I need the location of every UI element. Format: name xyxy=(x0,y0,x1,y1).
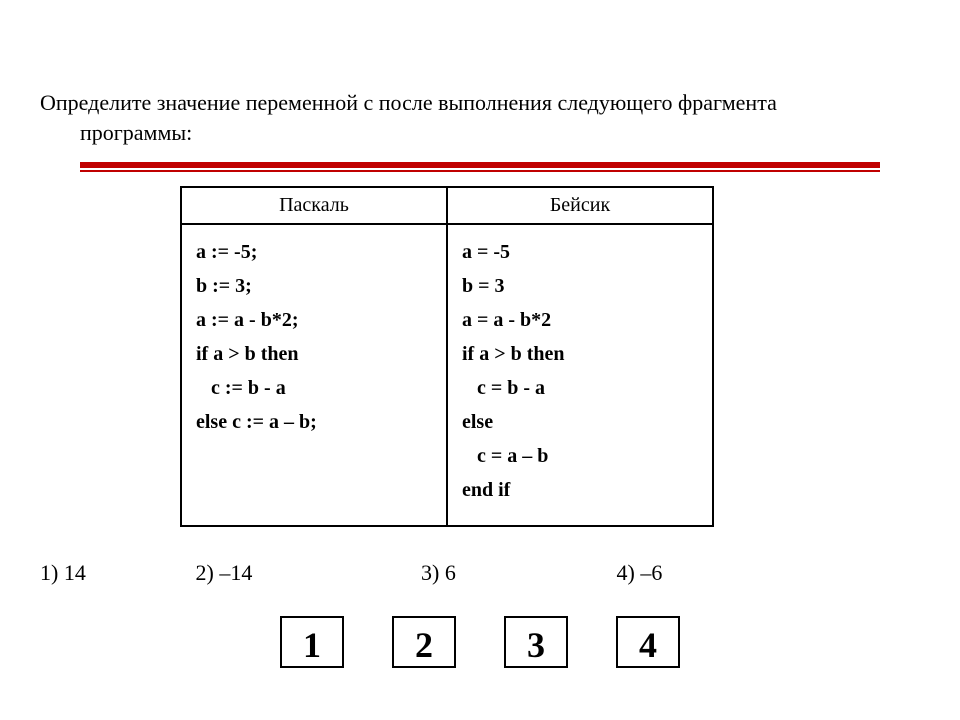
basic-cell: a = -5 b = 3 a = a - b*2 if a > b then c… xyxy=(447,224,713,526)
code-line: else c := a – b; xyxy=(196,405,432,439)
header-pascal: Паскаль xyxy=(181,187,447,224)
code-line: b = 3 xyxy=(462,269,698,303)
table-header-row: Паскаль Бейсик xyxy=(181,187,713,224)
question-text: Определите значение переменной c после в… xyxy=(40,88,920,147)
question-line-1: Определите значение переменной c после в… xyxy=(40,90,777,115)
code-line: a = -5 xyxy=(462,235,698,269)
answer-option-4: 4) –6 xyxy=(617,560,737,586)
pascal-cell: a := -5; b := 3; a := a - b*2; if a > b … xyxy=(181,224,447,526)
answer-option-1: 1) 14 xyxy=(40,560,190,586)
code-line: c = b - a xyxy=(462,371,698,405)
answer-button-4[interactable]: 4 xyxy=(616,616,680,668)
code-line: end if xyxy=(462,473,698,507)
table-code-row: a := -5; b := 3; a := a - b*2; if a > b … xyxy=(181,224,713,526)
answer-button-1[interactable]: 1 xyxy=(280,616,344,668)
code-line: a = a - b*2 xyxy=(462,303,698,337)
code-line: if a > b then xyxy=(462,337,698,371)
code-line: b := 3; xyxy=(196,269,432,303)
answer-options: 1) 14 2) –14 3) 6 4) –6 xyxy=(40,560,920,586)
header-basic: Бейсик xyxy=(447,187,713,224)
code-line: a := -5; xyxy=(196,235,432,269)
answer-option-3: 3) 6 xyxy=(421,560,611,586)
answer-option-2: 2) –14 xyxy=(196,560,416,586)
horizontal-rule xyxy=(80,162,880,172)
answer-buttons: 1 2 3 4 xyxy=(0,616,960,668)
code-line: if a > b then xyxy=(196,337,432,371)
answer-button-2[interactable]: 2 xyxy=(392,616,456,668)
code-line: c = a – b xyxy=(462,439,698,473)
slide: Определите значение переменной c после в… xyxy=(0,0,960,720)
code-line: c := b - a xyxy=(196,371,432,405)
code-line: else xyxy=(462,405,698,439)
code-table: Паскаль Бейсик a := -5; b := 3; a := a -… xyxy=(180,186,714,527)
question-line-2: программы: xyxy=(40,118,920,148)
answer-button-3[interactable]: 3 xyxy=(504,616,568,668)
code-line: a := a - b*2; xyxy=(196,303,432,337)
